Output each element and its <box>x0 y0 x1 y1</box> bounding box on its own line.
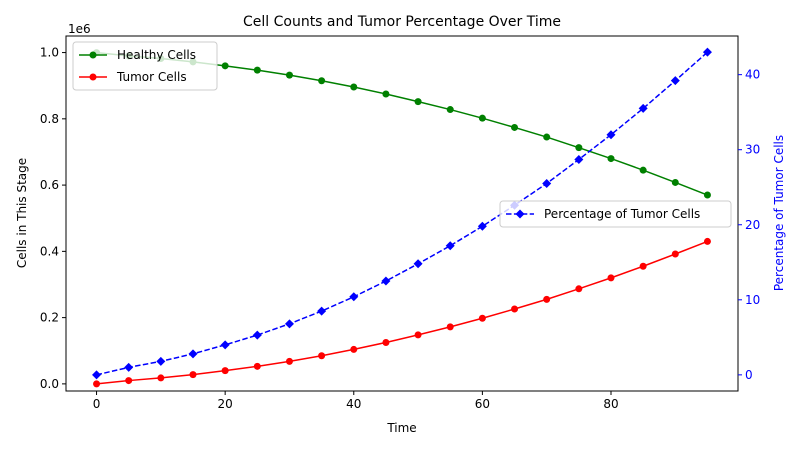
healthy-cells-point <box>318 77 326 85</box>
x-axis-label: Time <box>386 421 416 435</box>
tumor-cells-point <box>607 274 615 282</box>
tumor-cells-point <box>478 314 486 322</box>
tumor-percentage-point <box>445 241 455 251</box>
right-y-tick-label: 0 <box>745 368 753 382</box>
legend-marker <box>515 209 525 219</box>
left-y-tick-label: 0.0 <box>40 377 59 391</box>
healthy-cells-point <box>671 178 679 186</box>
healthy-cells-point <box>575 144 583 152</box>
tumor-cells-point <box>703 237 711 245</box>
x-axis: 0 20 40 60 80 <box>93 391 619 411</box>
healthy-cells-point <box>478 114 486 122</box>
tumor-percentage-point <box>574 154 584 164</box>
left-y-axis: 0.0 0.2 0.4 0.6 0.8 1.0 <box>40 46 66 391</box>
legend-label: Healthy Cells <box>117 48 196 62</box>
healthy-cells-point <box>446 106 454 114</box>
healthy-cells-point <box>253 66 261 74</box>
right-y-axis: 0 10 20 30 40 <box>738 68 760 382</box>
tumor-cells-point <box>446 323 454 331</box>
right-y-tick-label: 40 <box>745 68 760 82</box>
left-y-tick-label: 0.8 <box>40 112 59 126</box>
tumor-cells-point <box>157 374 165 382</box>
tumor-cells-series <box>93 237 711 388</box>
legend-box <box>499 200 732 228</box>
tumor-cells-line <box>96 240 708 385</box>
tumor-percentage-point <box>477 221 487 231</box>
healthy-cells-point <box>285 71 293 79</box>
healthy-cells-point <box>350 83 358 91</box>
left-y-tick-label: 0.2 <box>40 311 59 325</box>
legend-box <box>72 41 218 91</box>
healthy-cells-point <box>703 191 711 199</box>
tumor-percentage-point <box>317 306 327 316</box>
plot-area <box>92 47 712 388</box>
healthy-cells-point <box>221 62 229 70</box>
x-tick-label: 0 <box>93 397 101 411</box>
healthy-cells-point <box>414 98 422 106</box>
tumor-cells-point <box>285 357 293 365</box>
tumor-percentage-point <box>670 76 680 86</box>
tumor-percentage-point <box>638 103 648 113</box>
plot-frame <box>65 35 739 392</box>
healthy-cells-point <box>607 155 615 163</box>
tumor-cells-point <box>318 352 326 360</box>
tumor-cells-point <box>639 262 647 270</box>
tumor-cells-point <box>575 285 583 293</box>
tumor-cells-point <box>511 305 519 313</box>
chart-title: Cell Counts and Tumor Percentage Over Ti… <box>243 14 561 30</box>
legend-cell-counts: Healthy Cells Tumor Cells <box>72 41 218 91</box>
left-y-tick-label: 1.0 <box>40 46 59 60</box>
x-tick-label: 40 <box>346 397 361 411</box>
tumor-percentage-line <box>96 51 708 376</box>
tumor-cells-point <box>253 362 261 370</box>
tumor-percentage-point <box>702 47 712 57</box>
right-y-tick-label: 30 <box>745 143 760 157</box>
tumor-percentage-point <box>92 370 102 380</box>
tumor-percentage-point <box>381 276 391 286</box>
healthy-cells-point <box>382 90 390 98</box>
tumor-percentage-point <box>124 362 134 372</box>
legend-marker <box>89 51 97 59</box>
left-y-tick-label: 0.4 <box>40 244 59 258</box>
tumor-percentage-point <box>542 178 552 188</box>
healthy-cells-point <box>511 123 519 131</box>
tumor-cells-point <box>382 338 390 346</box>
left-offset-text: 1e6 <box>68 22 91 36</box>
healthy-cells-point <box>543 133 551 141</box>
tumor-cells-point <box>93 380 101 388</box>
left-y-axis-label: Cells in This Stage <box>15 158 29 268</box>
tumor-cells-point <box>125 377 133 385</box>
tumor-percentage-point <box>252 330 262 340</box>
tumor-cells-point <box>189 371 197 379</box>
legend-marker <box>89 73 97 81</box>
tumor-percentage-point <box>156 356 166 366</box>
tumor-cells-point <box>543 295 551 303</box>
tumor-percentage-point <box>606 130 616 140</box>
tumor-cells-point <box>221 367 229 375</box>
tumor-cells-point <box>350 345 358 353</box>
healthy-cells-point <box>639 166 647 174</box>
tumor-percentage-point <box>413 259 423 269</box>
x-tick-label: 80 <box>603 397 618 411</box>
x-tick-label: 20 <box>218 397 233 411</box>
tumor-percentage-point <box>220 340 230 350</box>
tumor-cells-point <box>414 331 422 339</box>
tumor-percentage-point <box>349 292 359 302</box>
right-y-tick-label: 10 <box>745 293 760 307</box>
right-y-axis-label: Percentage of Tumor Cells <box>772 135 786 291</box>
legend-tumor-percentage: Percentage of Tumor Cells <box>499 200 732 228</box>
legend-label: Tumor Cells <box>116 70 187 84</box>
tumor-cells-point <box>671 250 679 258</box>
legend-label: Percentage of Tumor Cells <box>544 207 700 221</box>
tumor-percentage-point <box>284 319 294 329</box>
tumor-percentage-point <box>188 349 198 359</box>
x-tick-label: 60 <box>475 397 490 411</box>
left-y-tick-label: 0.6 <box>40 178 59 192</box>
right-y-tick-label: 20 <box>745 218 760 232</box>
